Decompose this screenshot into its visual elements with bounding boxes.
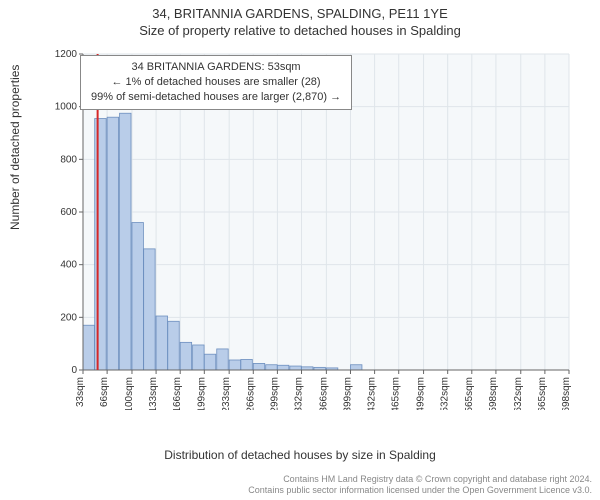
svg-text:133sqm: 133sqm xyxy=(148,377,159,410)
chart-title-address: 34, BRITANNIA GARDENS, SPALDING, PE11 1Y… xyxy=(0,0,600,21)
svg-text:565sqm: 565sqm xyxy=(464,377,475,410)
svg-text:200: 200 xyxy=(60,312,77,323)
info-line-size: 34 BRITANNIA GARDENS: 53sqm xyxy=(91,60,341,75)
svg-text:465sqm: 465sqm xyxy=(391,377,402,410)
svg-text:800: 800 xyxy=(60,154,77,165)
svg-text:66sqm: 66sqm xyxy=(99,377,110,407)
x-axis-label: Distribution of detached houses by size … xyxy=(0,448,600,462)
footer-attribution: Contains HM Land Registry data © Crown c… xyxy=(248,474,592,497)
svg-text:233sqm: 233sqm xyxy=(221,377,232,410)
svg-text:632sqm: 632sqm xyxy=(513,377,524,410)
svg-text:0: 0 xyxy=(71,365,77,376)
svg-text:199sqm: 199sqm xyxy=(196,377,207,410)
svg-text:432sqm: 432sqm xyxy=(367,377,378,410)
svg-text:399sqm: 399sqm xyxy=(342,377,353,410)
svg-text:33sqm: 33sqm xyxy=(75,377,86,407)
chart-subtitle: Size of property relative to detached ho… xyxy=(0,21,600,38)
info-line-larger: 99% of semi-detached houses are larger (… xyxy=(91,90,341,105)
svg-text:600: 600 xyxy=(60,207,77,218)
svg-text:598sqm: 598sqm xyxy=(488,377,499,410)
svg-text:698sqm: 698sqm xyxy=(561,377,572,410)
svg-text:299sqm: 299sqm xyxy=(269,377,280,410)
y-axis-label: Number of detached properties xyxy=(8,65,22,230)
svg-text:166sqm: 166sqm xyxy=(172,377,183,410)
svg-text:332sqm: 332sqm xyxy=(294,377,305,410)
info-line-smaller: ← 1% of detached houses are smaller (28) xyxy=(91,75,341,90)
svg-text:1200: 1200 xyxy=(55,50,77,60)
svg-text:266sqm: 266sqm xyxy=(245,377,256,410)
svg-text:1000: 1000 xyxy=(55,102,77,113)
property-info-box: 34 BRITANNIA GARDENS: 53sqm ← 1% of deta… xyxy=(80,55,352,110)
svg-text:665sqm: 665sqm xyxy=(537,377,548,410)
svg-text:366sqm: 366sqm xyxy=(318,377,329,410)
svg-text:532sqm: 532sqm xyxy=(440,377,451,410)
footer-line2: Contains public sector information licen… xyxy=(248,485,592,496)
svg-text:100sqm: 100sqm xyxy=(124,377,135,410)
footer-line1: Contains HM Land Registry data © Crown c… xyxy=(248,474,592,485)
svg-text:400: 400 xyxy=(60,260,77,271)
svg-text:499sqm: 499sqm xyxy=(416,377,427,410)
